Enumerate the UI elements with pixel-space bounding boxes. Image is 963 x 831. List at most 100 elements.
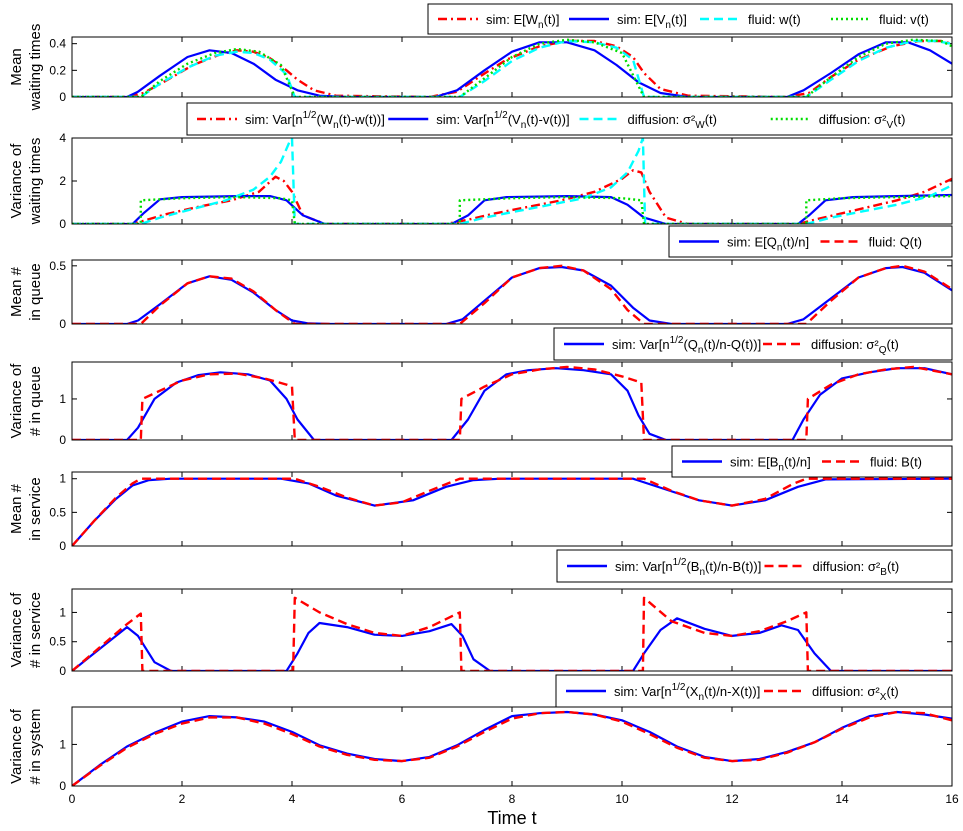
axes-frame [71, 137, 953, 225]
x-tick-label: 12 [725, 792, 739, 806]
y-tick-label: 1 [59, 392, 66, 406]
y-axis-label: # in queue [27, 366, 44, 436]
axes-frame [71, 588, 953, 672]
x-tick-label: 8 [509, 792, 516, 806]
series-line-2 [72, 264, 952, 324]
x-tick-label: 0 [69, 792, 76, 806]
series-line-2 [72, 365, 952, 440]
axes-frame [71, 259, 953, 325]
subplot-4: 0 1 Variance of# in queue sim: Var[n1/2​(Qn… [8, 327, 953, 447]
legend-label: fluid: w(t) [748, 12, 801, 27]
axes-frame [71, 36, 953, 98]
legend: sim: E[Qn​(t)/n] fluid: Q(t) [668, 225, 953, 258]
x-tick-label: 4 [289, 792, 296, 806]
plot-area [72, 707, 952, 786]
y-tick-label: 0.5 [49, 259, 66, 273]
legend-label: diffusion: σ²W​(t) [628, 112, 718, 131]
y-tick-label: 0.5 [49, 635, 66, 649]
subplot-2: 0 2 4 Variance of waiting times sim: Var[n1/2… [8, 102, 953, 231]
y-tick-label: 0.5 [49, 505, 66, 519]
legend-label: sim: Var[n1/2​(Vn​(t)-v(t))] [436, 110, 569, 131]
axes-frame [71, 471, 953, 547]
legend-box [427, 3, 953, 35]
y-axis-label: waiting times [27, 138, 44, 226]
subplot-6: 0 0.5 1 Variance of # in service sim: Var[n1/… [8, 549, 953, 678]
subplot-5: 0 0.5 1 Mean #in service sim: E[Bn​(t)/n] flu… [8, 445, 953, 553]
legend-box [556, 549, 953, 583]
legend-label: sim: E[Wn​(t)] [486, 12, 559, 31]
axes-frame [71, 361, 953, 441]
legend-label: diffusion: σ²V​(t) [819, 112, 906, 131]
x-tick-label: 6 [399, 792, 406, 806]
y-axis-label: Mean # [8, 266, 25, 317]
legend-box [553, 327, 953, 361]
series-line-3 [72, 39, 952, 97]
plot-area [72, 260, 952, 324]
series-line-4 [72, 38, 952, 97]
legend: sim: Var[n1/2​(Xn​(t)/n-X(t))] diffusion:… [555, 674, 953, 708]
legend-box [186, 102, 953, 136]
x-tick-label: 2 [179, 792, 186, 806]
y-axis-label: Mean [8, 48, 25, 86]
legend-label: sim: E[Vn​(t)] [617, 12, 687, 31]
series-line-1 [72, 617, 952, 671]
legend: sim: E[Bn​(t)/n] fluid: B(t) [671, 445, 953, 478]
legend-label: sim: E[Bn​(t)/n] [730, 455, 811, 474]
y-tick-label: 0 [59, 217, 66, 231]
x-tick-label: 14 [835, 792, 849, 806]
y-tick-label: 0 [59, 779, 66, 793]
plot-area [72, 589, 952, 671]
legend-label: fluid: Q(t) [869, 235, 922, 250]
axes-frame [71, 706, 953, 787]
y-tick-label: 0 [59, 664, 66, 678]
legend-label: diffusion: σ²X​(t) [812, 684, 899, 703]
legend-label: diffusion: σ²Q​(t) [811, 337, 899, 356]
y-tick-label: 0 [59, 539, 66, 553]
legend-box [555, 674, 953, 708]
plot-area [72, 37, 952, 97]
subplot-3: 0 0.5 Mean #in queue sim: E[Qn​(t)/n] fluid:… [8, 225, 953, 331]
plot-area [72, 138, 952, 224]
y-axis-label: # in service [27, 592, 44, 668]
y-tick-label: 1 [59, 737, 66, 751]
y-tick-label: 2 [59, 174, 66, 188]
y-axis-label: Mean # [8, 483, 25, 534]
legend: sim: Var[n1/2​(Qn​(t)/n-Q(t))] diffusion:… [553, 327, 953, 361]
plot-area [72, 472, 952, 546]
y-axis-label: in queue [27, 263, 44, 321]
series-line-1 [72, 367, 952, 440]
y-tick-label: 1 [59, 605, 66, 619]
x-tick-label: 16 [945, 792, 959, 806]
y-tick-label: 0 [59, 317, 66, 331]
series-line-1 [72, 265, 952, 324]
x-tick-label: 10 [615, 792, 629, 806]
series-line-2 [72, 41, 952, 97]
series-line-2 [72, 710, 952, 786]
y-axis-label: waiting times [27, 24, 44, 112]
y-axis-label: Variance of [8, 143, 25, 219]
y-tick-label: 0.2 [49, 63, 66, 77]
legend-label: fluid: v(t) [879, 12, 929, 27]
legend-label: sim: E[Qn​(t)/n] [727, 235, 809, 254]
legend-label: sim: Var[n1/2​(Xn​(t)/n-X(t))] [614, 682, 760, 703]
legend-label: sim: Var[n1/2​(Qn​(t)/n-Q(t))] [612, 335, 761, 356]
legend-label: sim: Var[n1/2​(Bn​(t)/n-B(t))] [615, 557, 761, 578]
series-line-2 [72, 477, 952, 546]
y-axis-label: Variance of [8, 592, 25, 668]
y-axis-label: # in system [27, 709, 44, 785]
y-axis-label: Variance of [8, 708, 25, 784]
series-line-3 [72, 138, 952, 224]
y-tick-label: 4 [59, 131, 66, 145]
y-axis-label: in service [27, 477, 44, 540]
x-axis-label: Time t [487, 808, 536, 828]
legend-label: fluid: B(t) [870, 455, 922, 470]
y-tick-label: 0 [59, 90, 66, 104]
y-tick-label: 0.4 [49, 37, 66, 51]
y-tick-label: 1 [59, 472, 66, 486]
legend-label: diffusion: σ²B​(t) [813, 559, 900, 578]
legend-label: sim: Var[n1/2​(Wn​(t)-w(t))] [245, 110, 385, 131]
